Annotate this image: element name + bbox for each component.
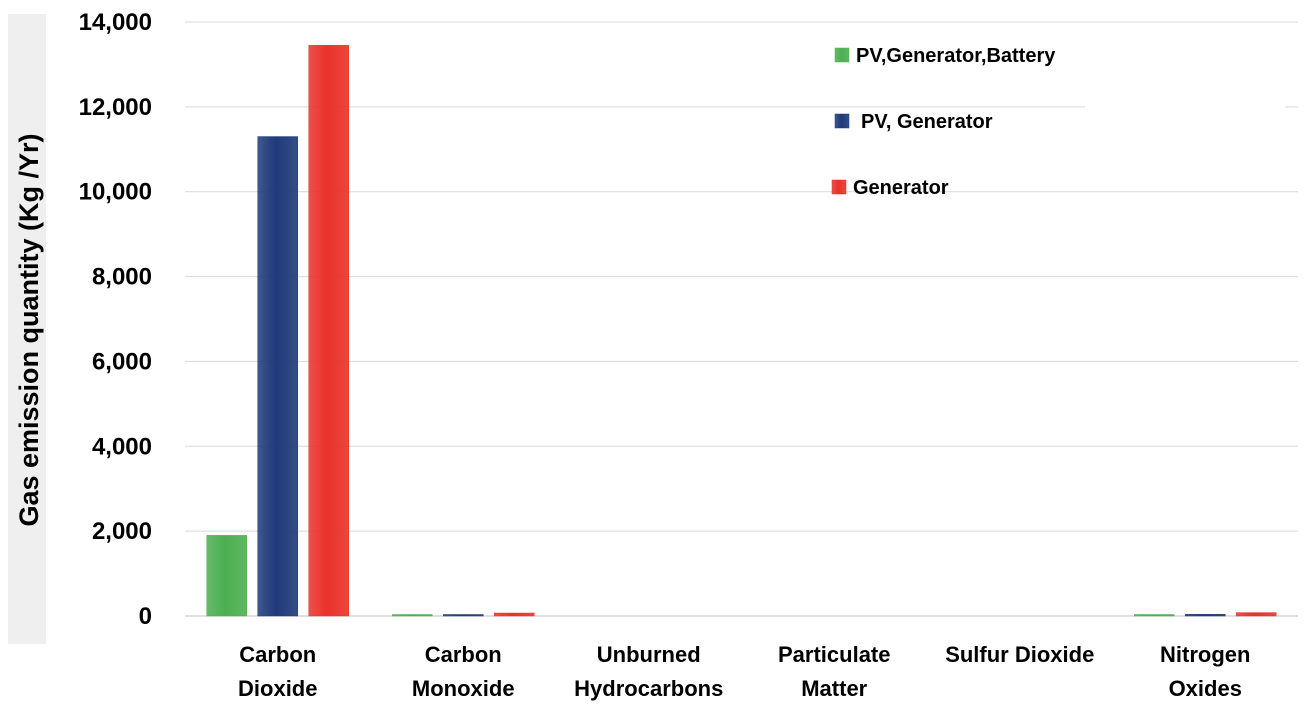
bar-pv-generator-battery [206, 535, 247, 617]
x-category-label: Carbon [239, 642, 316, 667]
x-category-label: Oxides [1169, 676, 1242, 701]
y-tick-label: 4,000 [92, 433, 152, 460]
y-tick-label: 14,000 [79, 9, 152, 36]
gridlines [185, 21, 1298, 617]
legend-label: PV,Generator,Battery [856, 45, 1056, 67]
y-axis-ticks: 0 2,000 4,000 6,000 8,000 10,000 12,000 14,000 [79, 9, 152, 630]
y-tick-label: 6,000 [92, 348, 152, 375]
bar-pv-generator [1185, 614, 1226, 617]
bar-generator [1236, 612, 1277, 617]
y-tick-label: 8,000 [92, 264, 152, 291]
legend-label: Generator [853, 177, 949, 199]
category-labels: Carbon Dioxide Carbon Monoxide Unburned Hydro… [238, 642, 1250, 701]
x-category-label: Sulfur Dioxide [945, 642, 1094, 667]
bars [206, 45, 1277, 617]
legend-swatch [834, 113, 850, 129]
legend-background-patch [1085, 96, 1285, 108]
x-category-label: Matter [801, 676, 867, 701]
x-category-label: Nitrogen [1160, 642, 1250, 667]
bar-pv-generator-battery [1134, 614, 1175, 617]
bar-pv-generator-battery [392, 614, 433, 617]
x-category-label: Monoxide [412, 676, 515, 701]
bar-pv-generator [257, 136, 298, 617]
bar-pv-generator [443, 614, 484, 617]
y-tick-label: 12,000 [79, 94, 152, 121]
bar-generator [494, 612, 535, 617]
y-axis-label: Gas emission quantity (Kg /Yr) [14, 133, 44, 526]
x-category-label: Unburned [597, 642, 701, 667]
x-category-label: Dioxide [238, 676, 317, 701]
legend: PV,Generator,Battery PV, Generator Generat… [831, 45, 1285, 199]
x-category-label: Carbon [425, 642, 502, 667]
y-tick-label: 0 [139, 603, 152, 630]
y-tick-label: 10,000 [79, 179, 152, 206]
bar-generator [308, 45, 349, 617]
y-axis-label-background [8, 14, 46, 644]
x-category-label: Hydrocarbons [574, 676, 723, 701]
y-tick-label: 2,000 [92, 518, 152, 545]
legend-swatch [831, 179, 847, 195]
legend-label: PV, Generator [861, 111, 993, 133]
legend-swatch [834, 47, 850, 63]
x-category-label: Particulate [778, 642, 891, 667]
